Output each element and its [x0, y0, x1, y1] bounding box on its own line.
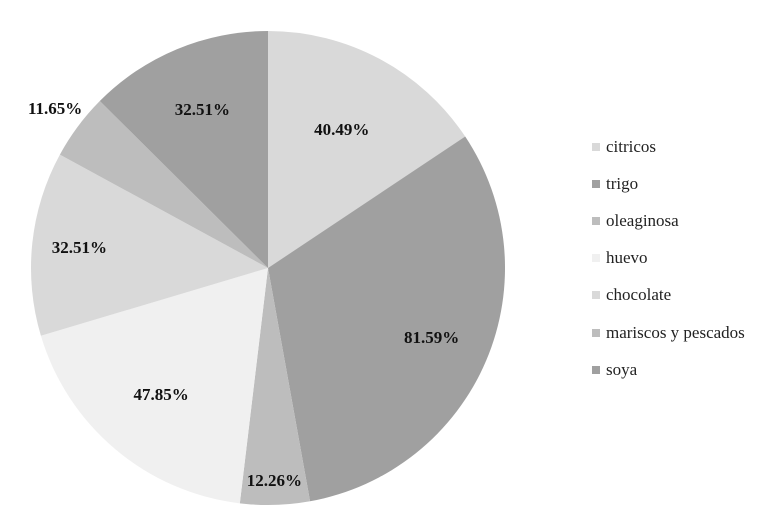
slice-label: 47.85%	[133, 384, 189, 404]
pie-slice	[268, 136, 505, 502]
swatch-icon	[592, 328, 600, 337]
pie-slice	[268, 31, 466, 268]
swatch-icon	[592, 365, 600, 374]
swatch-icon	[592, 291, 600, 300]
slice-label: 40.49%	[314, 120, 370, 140]
legend-item-chocolate: chocolate	[592, 277, 745, 314]
pie-slice	[59, 101, 268, 268]
legend: citricos trigo oleaginosa huevo chocolat…	[592, 128, 745, 388]
slice-label: 11.65%	[27, 99, 83, 119]
legend-item-soya: soya	[592, 351, 745, 388]
legend-item-huevo: huevo	[592, 240, 745, 277]
pie-slice	[239, 268, 311, 505]
pie-slice	[99, 31, 269, 268]
slice-label: 32.51%	[174, 100, 231, 120]
legend-item-mariscos: mariscos y pescados	[592, 314, 745, 351]
legend-item-citricos: citricos	[592, 128, 745, 165]
slice-label: 32.51%	[51, 238, 108, 258]
legend-item-trigo: trigo	[592, 165, 745, 202]
pie-slice	[40, 268, 269, 504]
legend-item-oleaginosa: oleaginosa	[592, 202, 745, 239]
swatch-icon	[592, 216, 600, 225]
pie-slice	[30, 154, 268, 336]
swatch-icon	[592, 254, 600, 263]
swatch-icon	[592, 142, 600, 151]
slice-label: 81.59%	[403, 327, 460, 347]
swatch-icon	[592, 179, 600, 188]
slice-label: 12.26%	[246, 471, 302, 491]
